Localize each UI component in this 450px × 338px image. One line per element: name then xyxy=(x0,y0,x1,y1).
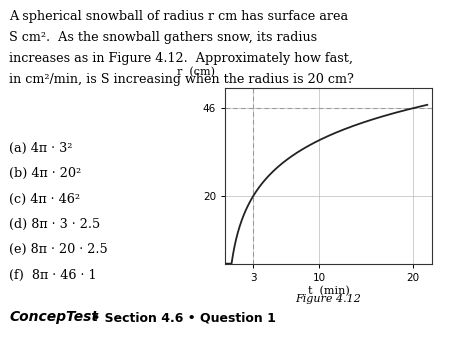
Y-axis label: r  (cm): r (cm) xyxy=(177,67,215,77)
Text: (b) 4π · 20²: (b) 4π · 20² xyxy=(9,167,81,180)
Text: in cm²/min, is S increasing when the radius is 20 cm?: in cm²/min, is S increasing when the rad… xyxy=(9,73,354,86)
Text: S cm².  As the snowball gathers snow, its radius: S cm². As the snowball gathers snow, its… xyxy=(9,31,317,44)
Text: increases as in Figure 4.12.  Approximately how fast,: increases as in Figure 4.12. Approximate… xyxy=(9,52,353,65)
Text: Figure 4.12: Figure 4.12 xyxy=(296,294,361,304)
X-axis label: t  (min): t (min) xyxy=(308,286,349,296)
Text: (c) 4π · 46²: (c) 4π · 46² xyxy=(9,193,80,206)
Text: (d) 8π · 3 · 2.5: (d) 8π · 3 · 2.5 xyxy=(9,218,100,231)
Text: ConcepTest: ConcepTest xyxy=(9,311,98,324)
Text: (f)  8π · 46 · 1: (f) 8π · 46 · 1 xyxy=(9,269,96,282)
Text: (a) 4π · 3²: (a) 4π · 3² xyxy=(9,142,72,155)
Text: A spherical snowball of radius r cm has surface area: A spherical snowball of radius r cm has … xyxy=(9,10,348,23)
Text: (e) 8π · 20 · 2.5: (e) 8π · 20 · 2.5 xyxy=(9,243,108,256)
Text: • Section 4.6 • Question 1: • Section 4.6 • Question 1 xyxy=(88,312,275,324)
